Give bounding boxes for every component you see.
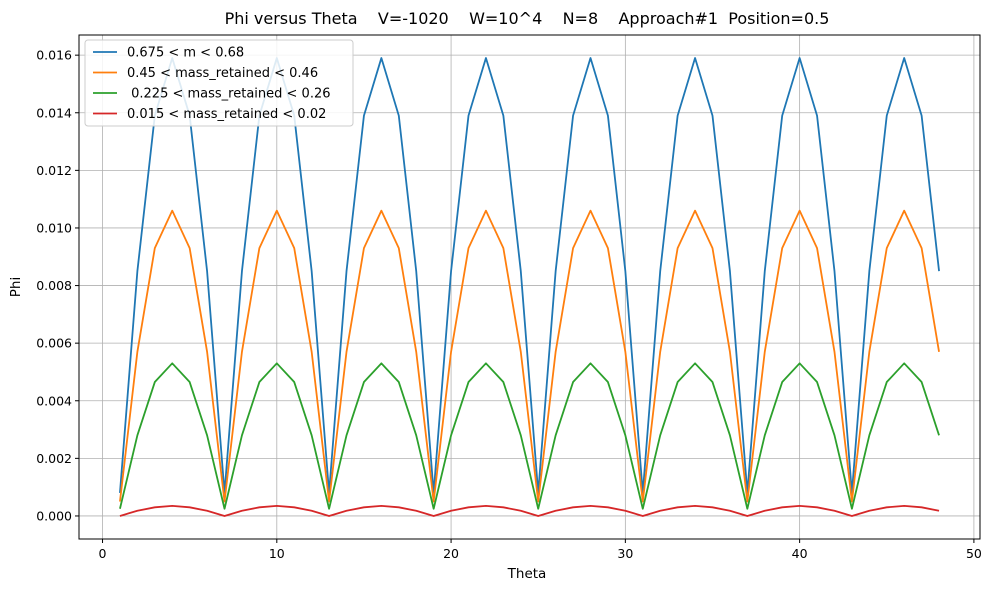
y-tick-label: 0.004 (36, 393, 72, 408)
y-tick-label: 0.016 (36, 48, 72, 63)
legend-entry-label: 0.675 < m < 0.68 (127, 46, 244, 61)
grid (79, 35, 980, 539)
series-line-1 (119, 57, 940, 494)
series-line-3 (119, 362, 940, 510)
plot-frame (78, 34, 981, 540)
series-lines (119, 57, 940, 517)
legend-entry-label: 0.225 < mass_retained < 0.26 (127, 87, 331, 102)
legend-box (84, 39, 354, 127)
x-tick-label: 30 (617, 546, 633, 561)
x-axis: 0 10 20 30 40 50 (99, 539, 982, 561)
x-tick-label: 40 (792, 546, 808, 561)
y-axis-label: Phi (8, 277, 24, 297)
series-line-2 (119, 209, 940, 503)
x-tick-label: 0 (99, 546, 107, 561)
y-tick-label: 0.008 (36, 278, 72, 293)
y-tick-label: 0.014 (36, 105, 72, 120)
x-tick-label: 10 (269, 546, 285, 561)
legend[interactable]: 0.675 < m < 0.68 0.45 < mass_retained < 0… (84, 39, 354, 127)
y-axis: 0.000 0.002 0.004 0.006 0.008 0.010 0.012 0.014… (36, 48, 79, 523)
x-tick-label: 50 (966, 546, 982, 561)
y-tick-label: 0.006 (36, 336, 72, 351)
x-tick-label: 20 (443, 546, 459, 561)
y-tick-label: 0.012 (36, 163, 72, 178)
x-axis-label: Theta (507, 566, 547, 582)
legend-entry-label: 0.45 < mass_retained < 0.46 (127, 66, 318, 81)
legend-entry-label: 0.015 < mass_retained < 0.02 (127, 107, 326, 122)
chart-title: Phi versus Theta V=-1020 W=10^4 N=8 Appr… (225, 9, 830, 28)
y-tick-label: 0.000 (36, 508, 72, 523)
y-tick-label: 0.002 (36, 451, 72, 466)
series-line-4 (119, 504, 940, 517)
y-tick-label: 0.010 (36, 220, 72, 235)
